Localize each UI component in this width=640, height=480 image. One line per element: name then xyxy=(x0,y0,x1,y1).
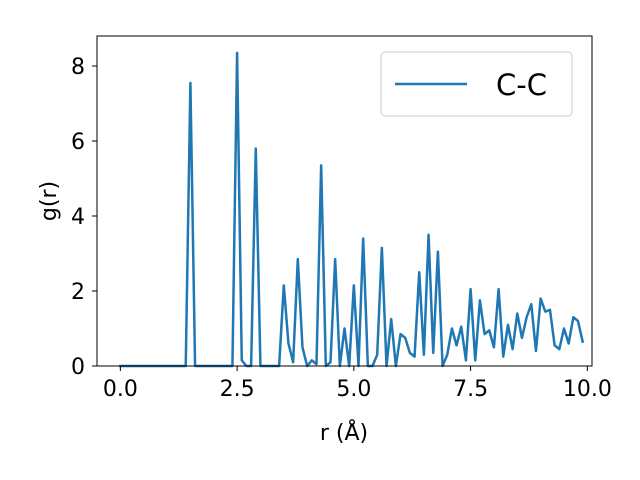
x-tick-label: 10.0 xyxy=(563,377,612,402)
x-axis-ticks: 0.0 2.5 5.0 7.5 10.0 xyxy=(103,366,612,402)
y-tick-label: 2 xyxy=(71,280,85,305)
legend-label: C-C xyxy=(496,68,547,102)
y-axis-label: g(r) xyxy=(37,181,62,221)
legend-box xyxy=(380,51,573,117)
x-tick-label: 5.0 xyxy=(336,377,371,402)
y-tick-label: 8 xyxy=(71,55,85,80)
x-tick-label: 0.0 xyxy=(103,377,138,402)
x-tick-label: 7.5 xyxy=(453,377,488,402)
y-tick-label: 4 xyxy=(71,205,85,230)
y-tick-label: 6 xyxy=(71,130,85,155)
x-tick-label: 2.5 xyxy=(220,377,255,402)
legend: C-C xyxy=(380,51,573,117)
y-tick-label: 0 xyxy=(71,355,85,380)
x-axis-label: r (Å) xyxy=(320,419,368,446)
plot-frame xyxy=(96,35,593,367)
y-axis-ticks: 0 2 4 6 8 xyxy=(71,55,97,380)
